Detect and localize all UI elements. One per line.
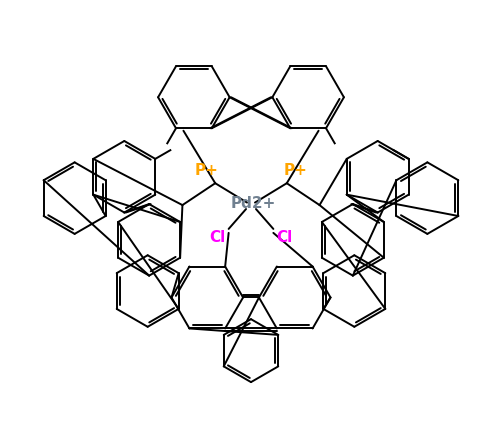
Text: Cl: Cl <box>209 230 225 245</box>
Text: P+: P+ <box>194 163 218 178</box>
Text: Pd2+: Pd2+ <box>230 196 276 210</box>
Text: Cl: Cl <box>276 230 292 245</box>
Text: P+: P+ <box>283 163 307 178</box>
